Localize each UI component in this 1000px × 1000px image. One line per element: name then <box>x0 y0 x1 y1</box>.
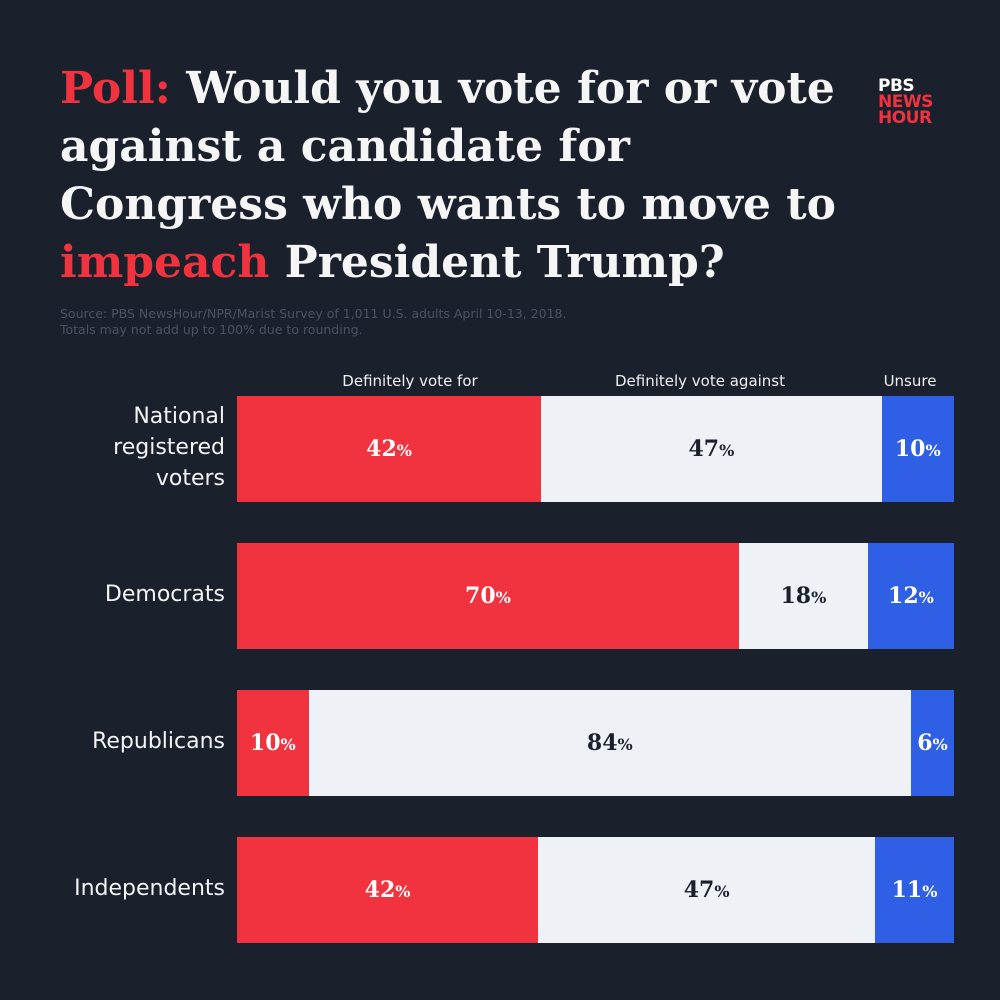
bar-row: 10% 84% 6% <box>237 690 954 796</box>
row-label-republicans: Republicans <box>92 728 225 754</box>
bar-segment-unsure: 11% <box>875 837 954 943</box>
logo-line-2: NEWS <box>878 92 933 112</box>
bar-segment-definitely-vote-against: 47% <box>538 837 876 943</box>
bar-row: 70% 18% 12% <box>237 543 954 649</box>
title-end: President Trump? <box>269 237 725 288</box>
source-line-2: Totals may not add up to 100% due to rou… <box>60 322 363 337</box>
bar-segment-definitely-vote-for: 42% <box>237 396 542 502</box>
data-label: 42% <box>366 436 412 462</box>
bar-segment-definitely-vote-for: 10% <box>237 690 309 796</box>
bar-segment-unsure: 6% <box>910 690 954 796</box>
data-label: 84% <box>586 730 633 756</box>
bar-segment-definitely-vote-against: 84% <box>308 690 911 796</box>
bar-segment-unsure: 10% <box>881 396 954 502</box>
title-mid: Would you vote for or vote against a can… <box>60 63 836 230</box>
title-lead: Poll: <box>60 63 171 114</box>
legend-unsure: Unsure <box>883 372 937 390</box>
bar-segment-definitely-vote-against: 18% <box>738 543 868 649</box>
data-label: 70% <box>465 583 511 609</box>
data-label: 18% <box>780 583 827 609</box>
data-label: 6% <box>917 730 948 756</box>
row-label-independents: Independents <box>74 875 225 901</box>
bar-segment-definitely-vote-for: 70% <box>237 543 739 649</box>
bar-row: 42% 47% 10% <box>237 396 954 502</box>
logo-line-3: HOUR <box>878 108 932 128</box>
bar-segment-definitely-vote-against: 47% <box>541 396 882 502</box>
legend-definitely-vote-for: Definitely vote for <box>342 372 478 390</box>
data-label: 12% <box>888 583 934 609</box>
row-label-democrats: Democrats <box>104 581 225 607</box>
data-label: 10% <box>894 436 941 462</box>
bar-row: 42% 47% 11% <box>237 837 954 943</box>
logo-line-1: PBS <box>878 76 915 96</box>
data-label: 47% <box>688 436 735 462</box>
data-label: 10% <box>249 730 296 756</box>
source-line-1: Source: PBS NewsHour/NPR/Marist Survey o… <box>60 306 567 321</box>
row-label-national-registered-voters: National registered voters <box>113 403 225 491</box>
data-label: 42% <box>364 877 411 903</box>
chart-title: Poll: Would you vote for or vote against… <box>60 60 860 292</box>
data-label: 11% <box>891 877 938 903</box>
data-label: 47% <box>683 877 730 903</box>
legend-definitely-vote-against: Definitely vote against <box>614 372 786 390</box>
pbs-newshour-logo: PBS NEWS HOUR <box>878 76 933 128</box>
source-note: Source: PBS NewsHour/NPR/Marist Survey o… <box>60 306 566 338</box>
bar-segment-unsure: 12% <box>867 543 954 649</box>
bar-segment-definitely-vote-for: 42% <box>237 837 539 943</box>
title-highlight: impeach <box>60 237 270 288</box>
